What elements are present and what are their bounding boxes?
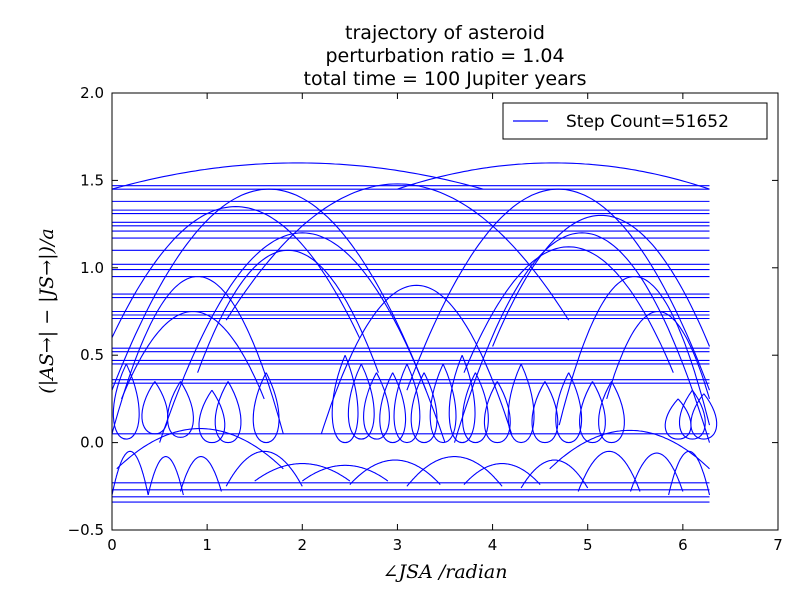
trajectory-arch-4 (159, 232, 446, 443)
trajectory-low-hump-8 (463, 463, 541, 485)
trajectory-curves (112, 162, 718, 503)
trajectory-low-hump-11 (629, 452, 684, 492)
trajectory-loop-18 (555, 372, 583, 444)
x-axis-label: ∠JSA /radian (383, 561, 508, 583)
trajectory-loop-8 (363, 372, 390, 440)
x-tick-labels: 0 1 2 3 4 5 6 7 (107, 536, 783, 554)
y-axis-label: (|AS→| − |JS→|)/a (36, 228, 58, 393)
trajectory-arch-1 (397, 162, 710, 190)
x-tick-label-5: 5 (583, 536, 593, 554)
y-tick-label-2: 0.5 (80, 346, 104, 364)
y-tick-label-5: 2.0 (80, 84, 104, 102)
plot-frame (111, 92, 779, 531)
trajectory-arch-15 (463, 246, 674, 373)
legend-label: Step Count=51652 (566, 112, 729, 132)
trajectory-loop-7 (347, 363, 375, 440)
trajectory-loop-12 (429, 363, 457, 444)
trajectory-loop-19 (579, 381, 606, 444)
trajectory-low-hump-5 (301, 464, 389, 482)
trajectory-loop-16 (507, 363, 535, 444)
trajectory-loop-5 (252, 372, 280, 444)
legend: Step Count=51652 (502, 102, 768, 140)
trajectory-arch-11 (320, 284, 513, 435)
trajectory-arch-12 (120, 310, 265, 400)
x-tick-label-6: 6 (678, 536, 688, 554)
trajectory-low-hump-9 (520, 459, 589, 489)
x-tick-label-2: 2 (298, 536, 308, 554)
trajectory-arch-14 (197, 249, 379, 373)
chart-title-line-1: trajectory of asteroid (345, 22, 545, 44)
y-tick-label-1: 0.0 (80, 434, 104, 452)
x-tick-label-3: 3 (393, 536, 403, 554)
trajectory-low-hump-6 (349, 459, 441, 485)
trajectory-loop-1 (141, 381, 169, 435)
trajectory-loop-3 (198, 389, 226, 444)
trajectory-low-hump-12 (668, 450, 711, 496)
trajectory-low-hump-10 (577, 450, 641, 492)
y-tick-label-0: −0.5 (68, 521, 104, 539)
trajectory-arch-6 (112, 206, 360, 338)
chart-title-line-3: total time = 100 Jupiter years (303, 68, 587, 90)
x-tick-label-4: 4 (488, 536, 498, 554)
x-tick-label-0: 0 (107, 536, 117, 554)
trajectory-loop-10 (393, 363, 421, 444)
trajectory-arch-0 (112, 162, 484, 190)
trajectory-loop-11 (410, 372, 438, 444)
trajectory-arch-2 (112, 188, 427, 391)
trajectory-low-hump-4 (254, 463, 351, 482)
x-tick-label-1: 1 (202, 536, 212, 554)
trajectory-loop-22 (678, 389, 706, 440)
x-tick-label-7: 7 (773, 536, 783, 554)
trajectory-low-hump-7 (406, 456, 503, 487)
trajectory-low-hump-14 (549, 429, 710, 470)
trajectory-arch-5 (453, 232, 711, 443)
trajectory-arch-7 (492, 214, 711, 347)
trajectory-loop-23 (690, 393, 718, 440)
trajectory-loop-6 (331, 354, 359, 444)
trajectory-arch-9 (112, 275, 284, 435)
trajectory-loop-0 (112, 363, 140, 440)
trajectory-loop-13 (448, 354, 476, 444)
y-tick-label-3: 1.0 (80, 259, 104, 277)
axis-ticks (111, 92, 779, 531)
trajectory-loop-2 (167, 381, 194, 438)
trajectory-loop-21 (664, 398, 692, 440)
trajectory-low-hump-1 (147, 456, 184, 496)
trajectory-arch-8 (225, 183, 570, 321)
trajectory-loop-20 (598, 381, 625, 444)
y-tick-labels: −0.5 0.0 0.5 1.0 1.5 2.0 (68, 84, 104, 539)
y-tick-label-4: 1.5 (80, 171, 104, 189)
trajectory-arch-3 (406, 188, 711, 391)
trajectory-loop-4 (214, 381, 242, 444)
trajectory-low-hump-13 (116, 428, 284, 470)
chart-title-line-2: perturbation ratio = 1.04 (325, 45, 565, 67)
trajectory-low-hump-2 (179, 456, 222, 492)
trajectory-low-hump-0 (112, 450, 149, 496)
trajectory-low-hump-3 (225, 450, 303, 487)
trajectory-arch-13 (606, 310, 711, 400)
trajectory-loop-9 (379, 372, 407, 444)
trajectory-arch-10 (558, 275, 711, 426)
